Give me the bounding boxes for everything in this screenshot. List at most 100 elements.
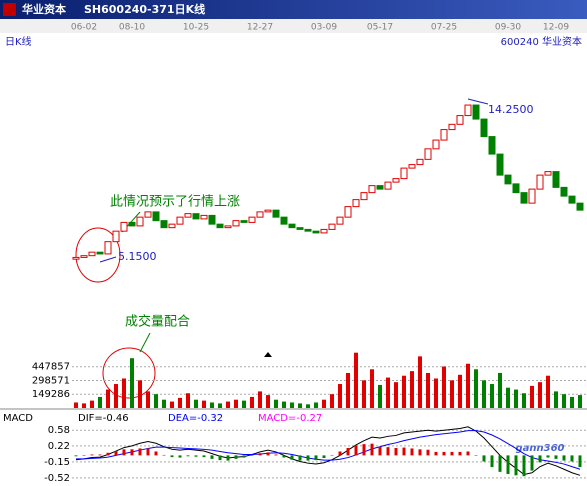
volume-bar — [82, 403, 86, 408]
macd-bar — [122, 449, 126, 456]
volume-bar — [426, 372, 430, 408]
period-label: 日K线 — [5, 35, 32, 48]
macd-bar — [154, 451, 158, 456]
macd-bar — [450, 451, 454, 456]
macd-bar — [514, 455, 518, 476]
macd-bar — [474, 455, 478, 456]
macd-bar — [130, 449, 134, 456]
candle — [440, 129, 448, 141]
volume-bar — [378, 384, 382, 408]
volume-bar — [178, 397, 182, 408]
x-tick-label: 12-27 — [247, 23, 273, 33]
macd-bar — [186, 455, 190, 457]
macd-bar — [274, 454, 278, 456]
macd-bar — [442, 451, 446, 456]
candle — [336, 216, 344, 225]
highlight-circle — [102, 347, 156, 399]
volume-bar — [410, 371, 414, 408]
volume-bar — [194, 399, 198, 408]
candle — [576, 202, 584, 211]
macd-bar — [114, 451, 118, 456]
volume-bar — [74, 402, 78, 408]
volume-bar — [482, 380, 486, 408]
x-tick-label: 12-09 — [543, 23, 569, 33]
macd-bar — [298, 455, 302, 461]
volume-bar — [298, 403, 302, 408]
volume-bar — [154, 394, 158, 408]
macd-bar — [346, 448, 350, 456]
candle — [216, 223, 224, 229]
candle — [552, 171, 560, 188]
candle — [352, 199, 360, 208]
macd-bar — [354, 445, 358, 456]
candle — [288, 223, 296, 229]
candle — [528, 188, 536, 204]
candle — [232, 220, 240, 227]
y-tick-label: 0.22 — [48, 441, 70, 452]
volume-bar — [394, 382, 398, 408]
volume-bar — [434, 378, 438, 408]
candle — [416, 158, 424, 166]
volume-bar — [346, 372, 350, 408]
macd-bar — [434, 451, 438, 456]
macd-bar — [226, 455, 230, 461]
x-tick-label: 03-09 — [311, 23, 337, 33]
candle — [448, 123, 456, 131]
y-tick-label: -0.15 — [44, 457, 70, 468]
volume-bar — [514, 389, 518, 408]
macd-bar — [306, 455, 310, 461]
x-tick-label: 10-25 — [183, 23, 209, 33]
macd-bar — [466, 451, 470, 456]
macd-bar — [506, 455, 510, 475]
volume-bar — [274, 399, 278, 408]
volume-bar — [122, 378, 126, 408]
volume-bar — [226, 401, 230, 408]
volume-bar — [538, 382, 542, 408]
macd-bar — [402, 447, 406, 456]
macd-bar — [498, 455, 502, 472]
candle — [192, 213, 200, 220]
candle — [392, 178, 400, 183]
macd-bar — [322, 455, 326, 458]
volume-bar — [98, 396, 102, 408]
volume-bar — [570, 396, 574, 408]
macd-bar — [314, 455, 318, 461]
macd-bar — [386, 447, 390, 456]
macd-bar — [418, 449, 422, 456]
macd-bar — [362, 444, 366, 456]
volume-bar — [322, 399, 326, 408]
candle — [368, 185, 376, 194]
macd-bar — [74, 455, 78, 457]
candle — [272, 209, 280, 218]
candle — [560, 186, 568, 197]
volume-bar — [458, 374, 462, 408]
volume-bar — [386, 377, 390, 408]
macd-bar — [570, 455, 574, 462]
volume-bar — [506, 387, 510, 408]
y-tick-label: 149286 — [32, 389, 70, 400]
candle — [240, 220, 248, 223]
macd-bar — [258, 453, 262, 456]
volume-bar — [554, 391, 558, 408]
candle — [312, 230, 320, 234]
volume-bar — [450, 380, 454, 408]
candle — [224, 225, 232, 229]
macd-bar — [394, 448, 398, 456]
app-icon — [3, 3, 16, 16]
volume-bar — [114, 384, 118, 408]
x-tick-label: 09-30 — [495, 23, 521, 33]
macd-bar — [146, 448, 150, 456]
macd-bar — [282, 455, 286, 458]
candle — [456, 115, 464, 125]
macd-bar — [330, 454, 334, 456]
candle — [72, 256, 80, 260]
candle — [256, 211, 264, 218]
volume-bar — [250, 396, 254, 408]
macd-bar — [482, 455, 486, 462]
marker — [264, 352, 272, 357]
macd-line — [75, 426, 581, 476]
macd-bar — [106, 452, 110, 456]
macd-bar — [290, 455, 294, 460]
volume-bar — [306, 404, 310, 408]
